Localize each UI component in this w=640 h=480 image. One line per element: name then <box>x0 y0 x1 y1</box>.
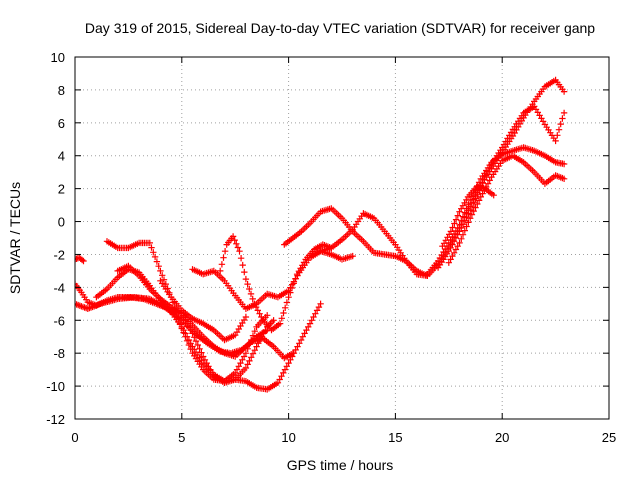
series-markers-5 <box>157 277 250 344</box>
y-tick-label-11: 10 <box>51 50 65 65</box>
x-axis-label: GPS time / hours <box>287 457 394 473</box>
chart-title: Day 319 of 2015, Sidereal Day-to-day VTE… <box>85 20 595 36</box>
y-tick-label-10: 8 <box>58 83 65 98</box>
x-tick-label-5: 25 <box>602 430 616 445</box>
ticks-layer: 0 5 10 15 20 25 -12 -10 -8 -6 -4 -2 0 2 4 6 8 10 <box>46 50 616 445</box>
series-arc-14 <box>439 183 497 250</box>
y-tick-label-6: 0 <box>58 215 65 230</box>
series-arc-6 <box>157 277 250 344</box>
y-tick-label-3: -6 <box>53 313 65 328</box>
y-tick-label-4: -4 <box>53 280 65 295</box>
series-markers-6 <box>189 248 356 312</box>
series-markers-14 <box>75 254 87 265</box>
y-axis-label: SDTVAR / TECUs <box>7 182 23 294</box>
x-tick-label-1: 5 <box>178 430 185 445</box>
y-tick-label-1: -10 <box>46 379 65 394</box>
series-markers-7 <box>217 233 335 334</box>
series-arc-15 <box>75 254 87 265</box>
series-arc-8 <box>217 233 335 334</box>
series-markers-13 <box>439 183 497 250</box>
y-tick-label-8: 4 <box>58 149 65 164</box>
y-tick-label-0: -12 <box>46 412 65 427</box>
plot-frame <box>74 56 610 420</box>
series-markers-3 <box>103 238 271 385</box>
marks-layer <box>75 76 568 393</box>
x-tick-label-4: 20 <box>495 430 509 445</box>
series-arc-4 <box>103 238 271 385</box>
x-tick-label-0: 0 <box>71 430 78 445</box>
x-tick-label-3: 15 <box>388 430 402 445</box>
series-markers-12 <box>445 152 568 266</box>
series-markers-4 <box>114 262 324 393</box>
y-tick-label-9: 6 <box>58 116 65 131</box>
y-tick-label-5: -2 <box>53 247 65 262</box>
series-arc-5 <box>114 262 324 393</box>
y-tick-label-7: 2 <box>58 182 65 197</box>
x-tick-label-2: 10 <box>281 430 295 445</box>
series-arc-7 <box>189 248 356 312</box>
y-tick-label-2: -8 <box>53 346 65 361</box>
series-arc-13 <box>445 152 568 266</box>
